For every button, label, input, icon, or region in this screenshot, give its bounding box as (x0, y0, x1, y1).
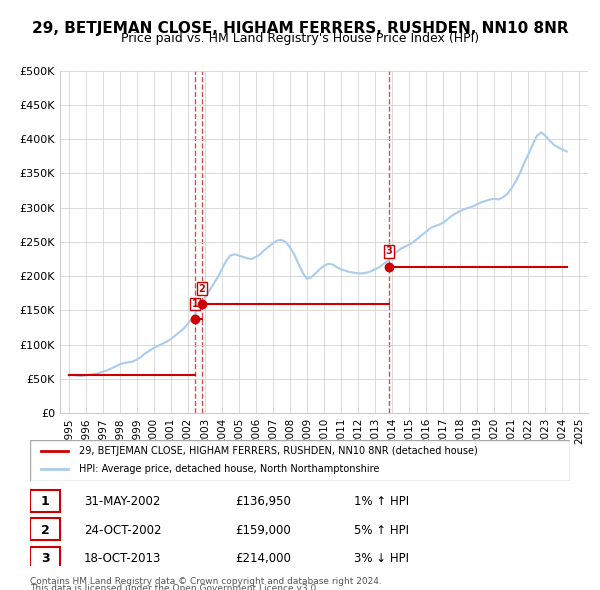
Text: This data is licensed under the Open Government Licence v3.0.: This data is licensed under the Open Gov… (30, 584, 319, 590)
Text: Price paid vs. HM Land Registry's House Price Index (HPI): Price paid vs. HM Land Registry's House … (121, 32, 479, 45)
Text: £159,000: £159,000 (235, 523, 291, 536)
Text: 1: 1 (41, 496, 49, 509)
FancyBboxPatch shape (30, 440, 570, 481)
Text: £136,950: £136,950 (235, 496, 291, 509)
FancyBboxPatch shape (30, 490, 60, 512)
Text: Contains HM Land Registry data © Crown copyright and database right 2024.: Contains HM Land Registry data © Crown c… (30, 577, 382, 586)
Text: HPI: Average price, detached house, North Northamptonshire: HPI: Average price, detached house, Nort… (79, 464, 379, 474)
Text: 3: 3 (385, 246, 392, 256)
Text: 29, BETJEMAN CLOSE, HIGHAM FERRERS, RUSHDEN, NN10 8NR: 29, BETJEMAN CLOSE, HIGHAM FERRERS, RUSH… (32, 21, 568, 35)
Text: £214,000: £214,000 (235, 552, 291, 565)
FancyBboxPatch shape (30, 519, 60, 540)
Text: 5% ↑ HPI: 5% ↑ HPI (354, 523, 409, 536)
Text: 1% ↑ HPI: 1% ↑ HPI (354, 496, 409, 509)
Text: 31-MAY-2002: 31-MAY-2002 (84, 496, 160, 509)
Text: 3: 3 (41, 552, 49, 565)
FancyBboxPatch shape (30, 546, 60, 568)
Text: 2: 2 (41, 523, 49, 536)
Text: 3% ↓ HPI: 3% ↓ HPI (354, 552, 409, 565)
Text: 29, BETJEMAN CLOSE, HIGHAM FERRERS, RUSHDEN, NN10 8NR (detached house): 29, BETJEMAN CLOSE, HIGHAM FERRERS, RUSH… (79, 446, 478, 456)
Text: 24-OCT-2002: 24-OCT-2002 (84, 523, 161, 536)
Text: 1: 1 (191, 299, 198, 309)
Text: 2: 2 (199, 284, 205, 294)
Text: 18-OCT-2013: 18-OCT-2013 (84, 552, 161, 565)
